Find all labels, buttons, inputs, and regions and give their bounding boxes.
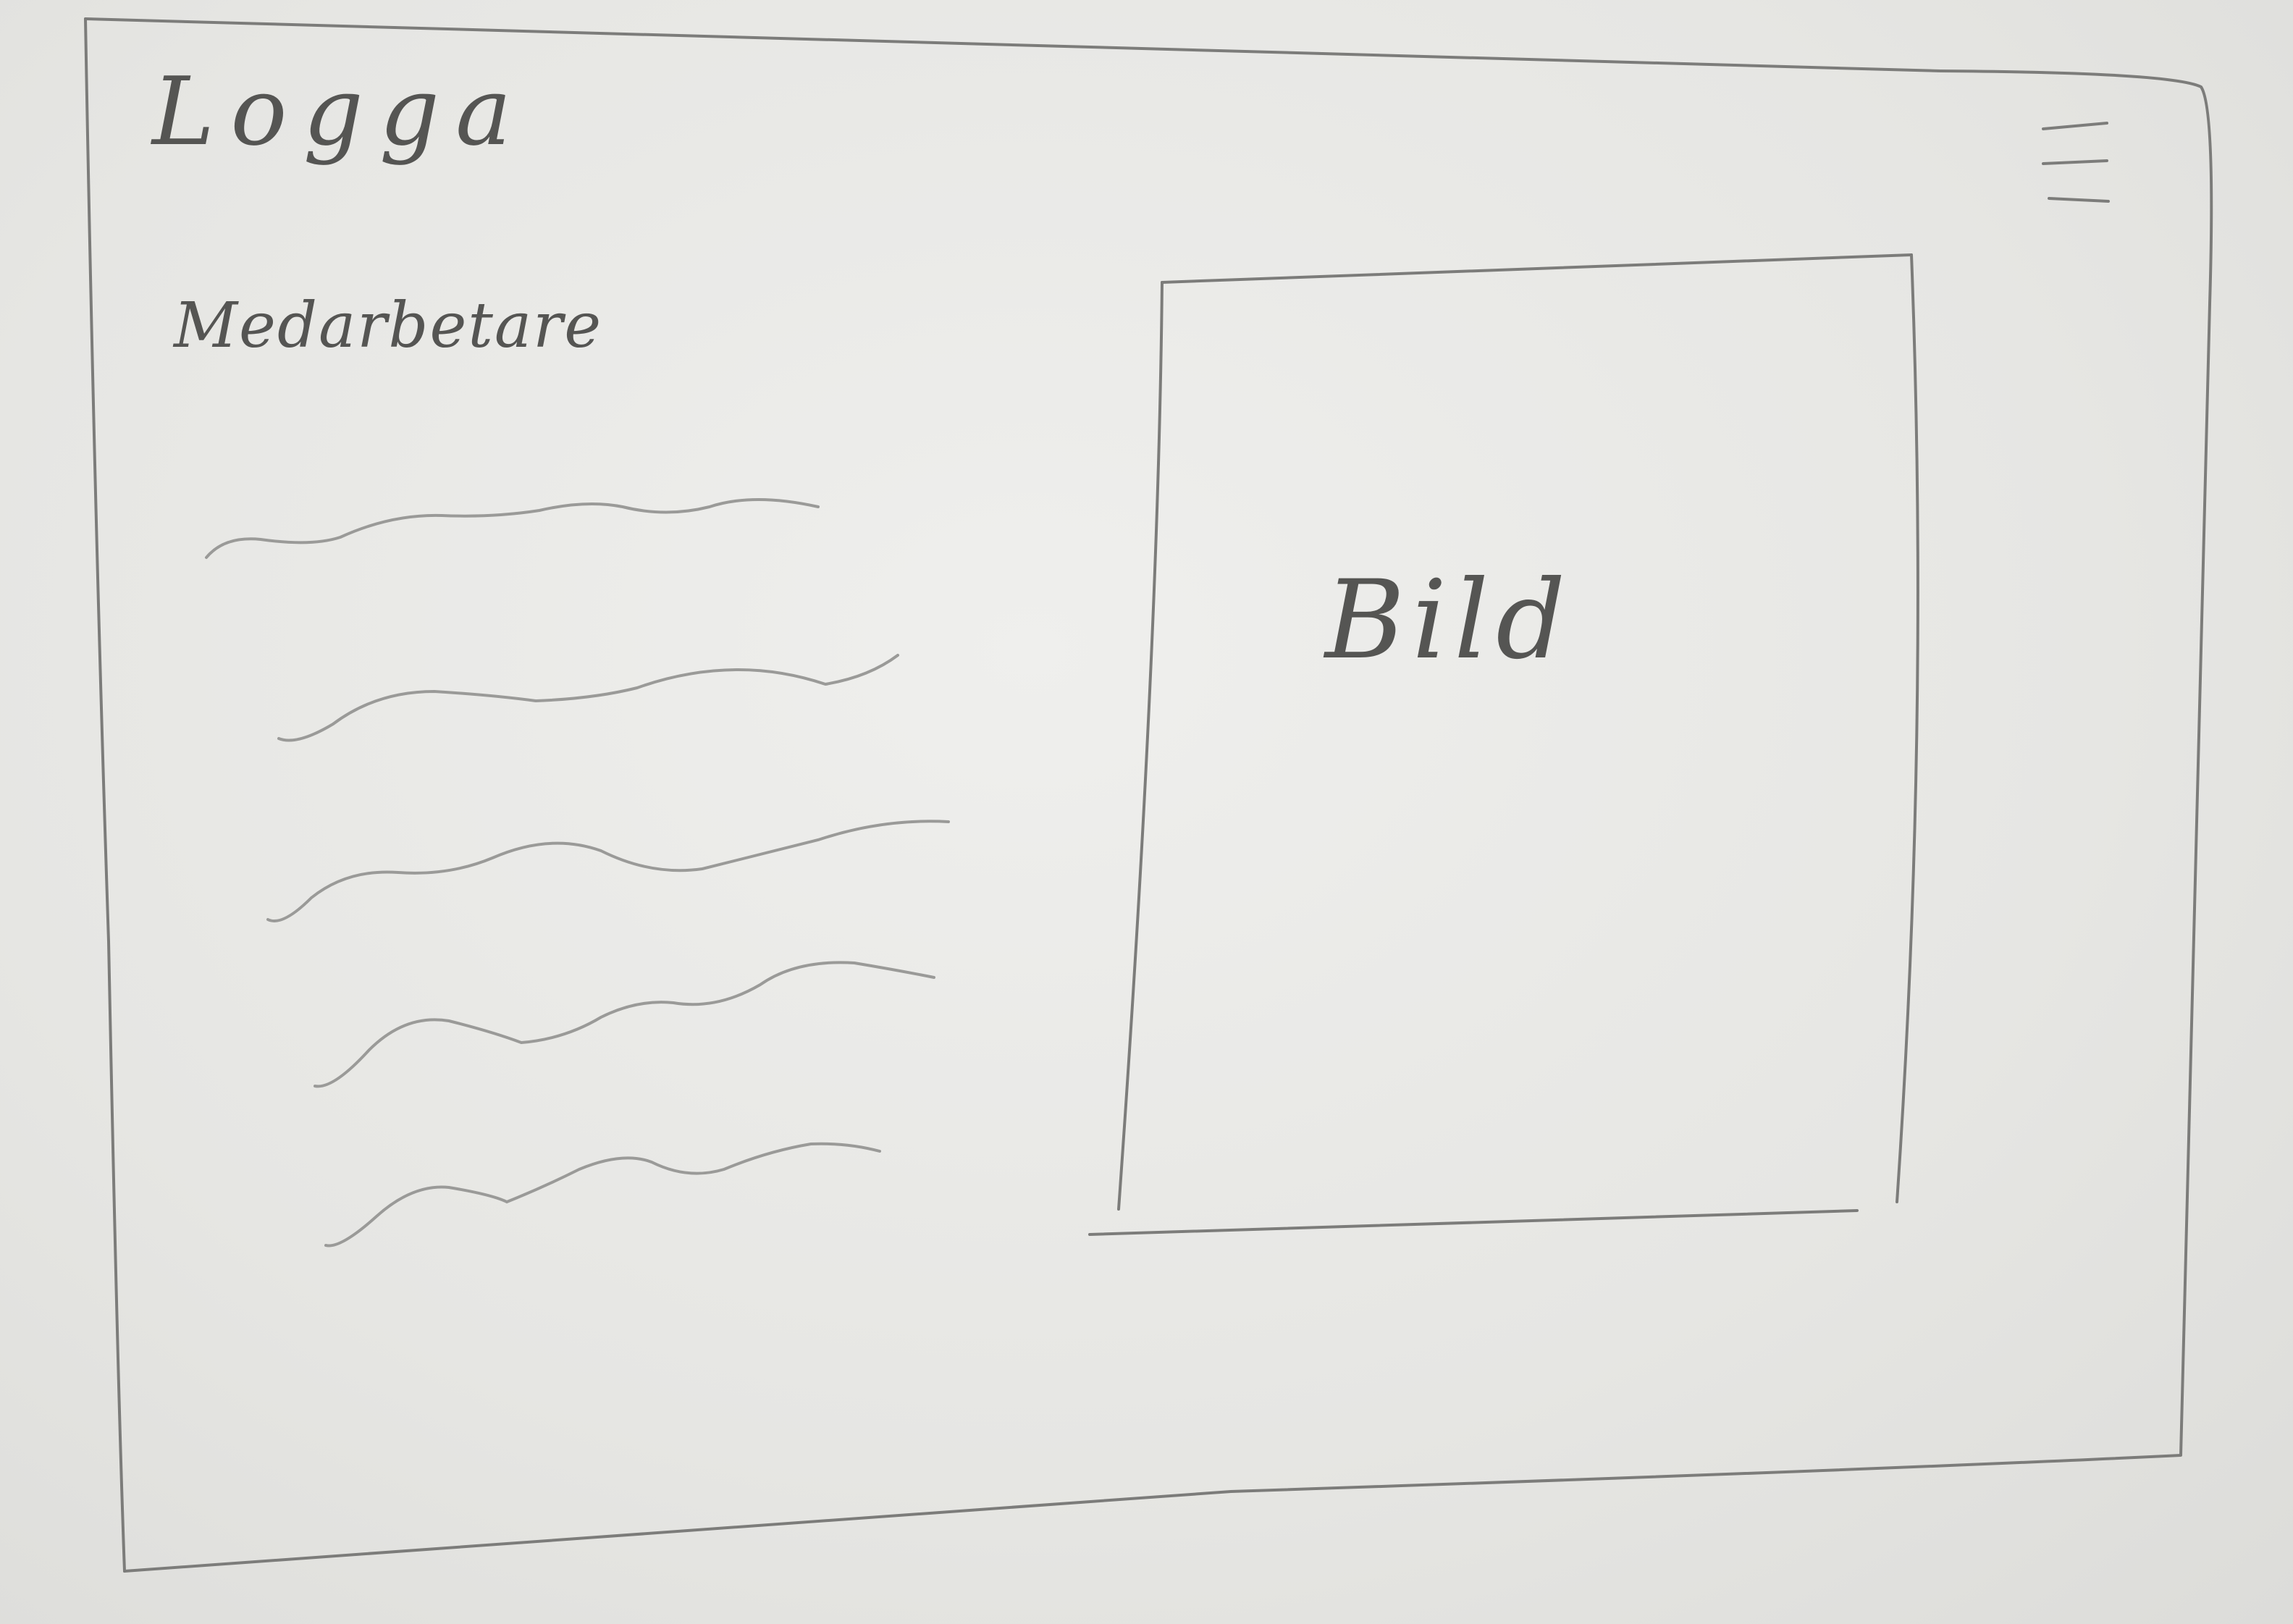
text-placeholder-lines bbox=[205, 498, 950, 1248]
text-line-1 bbox=[205, 498, 820, 559]
text-line-3 bbox=[266, 820, 950, 922]
text-line-4 bbox=[314, 961, 935, 1088]
hamburger-menu-icon[interactable] bbox=[2042, 122, 2110, 203]
menu-button[interactable] bbox=[2035, 119, 2114, 210]
nav-item-medarbetare[interactable]: Medarbetare bbox=[174, 290, 603, 362]
logo[interactable]: Logga bbox=[152, 56, 528, 167]
text-line-2 bbox=[277, 654, 899, 742]
page-frame bbox=[84, 17, 2213, 1573]
image-placeholder-label: Bild bbox=[1325, 558, 1573, 683]
image-placeholder-frame bbox=[1088, 253, 1919, 1236]
text-line-5 bbox=[324, 1142, 881, 1248]
